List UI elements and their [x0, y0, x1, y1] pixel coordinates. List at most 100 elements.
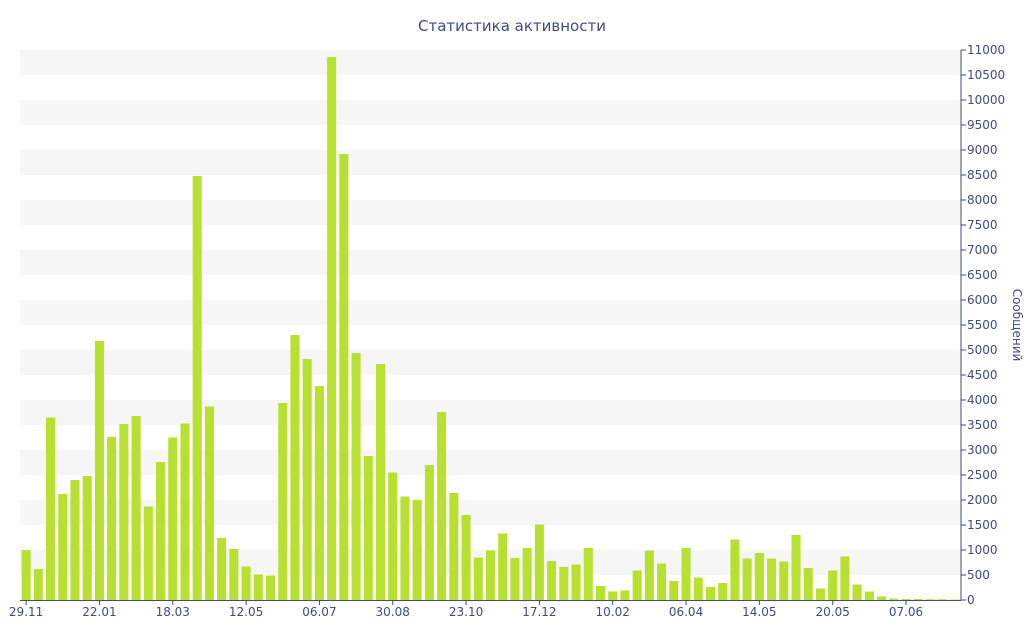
- y-tick-label: 4500: [967, 368, 998, 382]
- y-tick-label: 9000: [967, 143, 998, 157]
- grid-bands: [20, 50, 961, 575]
- bar: [901, 599, 911, 600]
- bar: [877, 596, 887, 600]
- grid-band: [20, 200, 961, 225]
- y-tick-label: 8500: [967, 168, 998, 182]
- y-tick-label: 1500: [967, 518, 998, 532]
- bar: [522, 548, 532, 600]
- y-tick-label: 7500: [967, 218, 998, 232]
- bar: [21, 550, 31, 600]
- bar: [217, 538, 227, 600]
- x-tick-label: 17.12: [522, 605, 556, 619]
- bar: [767, 558, 777, 600]
- bar: [82, 476, 92, 600]
- bar: [94, 341, 104, 600]
- bar: [608, 591, 618, 600]
- bar: [70, 480, 80, 600]
- bar: [314, 386, 324, 600]
- bar: [327, 57, 337, 600]
- bar: [437, 412, 447, 600]
- bar: [510, 558, 520, 600]
- y-tick-label: 3000: [967, 443, 998, 457]
- y-tick-label: 10000: [967, 93, 1005, 107]
- y-tick-label: 9500: [967, 118, 998, 132]
- bar: [742, 558, 752, 600]
- bar: [253, 574, 263, 600]
- grid-band: [20, 300, 961, 325]
- bar: [791, 535, 801, 600]
- bar: [669, 581, 679, 600]
- bars-group: [21, 57, 960, 600]
- y-axis: 0 500 1000 1500 2000 2500 3000 3500 4000 4500 5000…: [960, 43, 1005, 607]
- bar: [925, 599, 935, 600]
- y-tick-label: 11000: [967, 43, 1005, 57]
- grid-band: [20, 50, 961, 75]
- bar: [388, 472, 398, 600]
- x-tick-label: 07.06: [889, 605, 923, 619]
- bar: [375, 364, 386, 600]
- grid-band: [20, 250, 961, 275]
- bar: [828, 570, 838, 600]
- bar: [449, 493, 459, 600]
- bar: [473, 557, 483, 600]
- x-tick-label: 20.05: [816, 605, 850, 619]
- bar: [559, 567, 569, 600]
- grid-band: [20, 150, 961, 175]
- y-tick-label: 1000: [967, 543, 998, 557]
- grid-band: [20, 100, 961, 125]
- y-tick-label: 500: [967, 568, 990, 582]
- bar: [400, 496, 410, 600]
- bar: [46, 417, 56, 600]
- bar: [156, 462, 166, 600]
- x-tick-label: 23.10: [449, 605, 483, 619]
- bar: [498, 533, 508, 600]
- x-tick-label: 06.07: [302, 605, 336, 619]
- x-tick-label: 12.05: [229, 605, 263, 619]
- bar: [107, 437, 117, 600]
- grid-band: [20, 350, 961, 375]
- y-axis-title: Сообщений: [1010, 289, 1024, 362]
- bar: [632, 570, 642, 600]
- bar: [803, 568, 813, 600]
- bar: [644, 550, 654, 600]
- y-tick-label: 5500: [967, 318, 998, 332]
- bar: [754, 553, 764, 600]
- bar: [143, 506, 153, 600]
- bar: [168, 437, 178, 600]
- bar: [730, 539, 740, 600]
- x-tick-label: 14.05: [742, 605, 776, 619]
- bar: [815, 588, 825, 600]
- bar: [351, 353, 361, 600]
- bar: [204, 406, 214, 600]
- bar: [571, 564, 581, 600]
- bar: [424, 465, 434, 600]
- bar: [938, 599, 948, 600]
- bar: [534, 524, 544, 600]
- y-tick-label: 0: [967, 593, 975, 607]
- bar: [302, 359, 312, 600]
- bar: [266, 575, 276, 600]
- x-tick-label: 30.08: [376, 605, 410, 619]
- y-tick-label: 4000: [967, 393, 998, 407]
- x-tick-label: 06.04: [669, 605, 703, 619]
- bar: [583, 548, 593, 600]
- bar: [339, 154, 349, 600]
- bar: [131, 416, 141, 600]
- bar: [620, 590, 630, 600]
- bar: [950, 599, 960, 600]
- bar: [864, 591, 874, 600]
- y-tick-label: 6000: [967, 293, 998, 307]
- y-tick-label: 5000: [967, 343, 998, 357]
- x-tick-label: 22.01: [82, 605, 116, 619]
- y-tick-label: 2000: [967, 493, 998, 507]
- bar: [779, 561, 789, 600]
- bar: [363, 456, 373, 600]
- y-tick-label: 10500: [967, 68, 1005, 82]
- bar: [412, 500, 422, 600]
- bar: [852, 584, 862, 600]
- bar: [278, 403, 288, 600]
- bar: [693, 577, 703, 600]
- bar: [889, 598, 899, 600]
- y-tick-label: 3500: [967, 418, 998, 432]
